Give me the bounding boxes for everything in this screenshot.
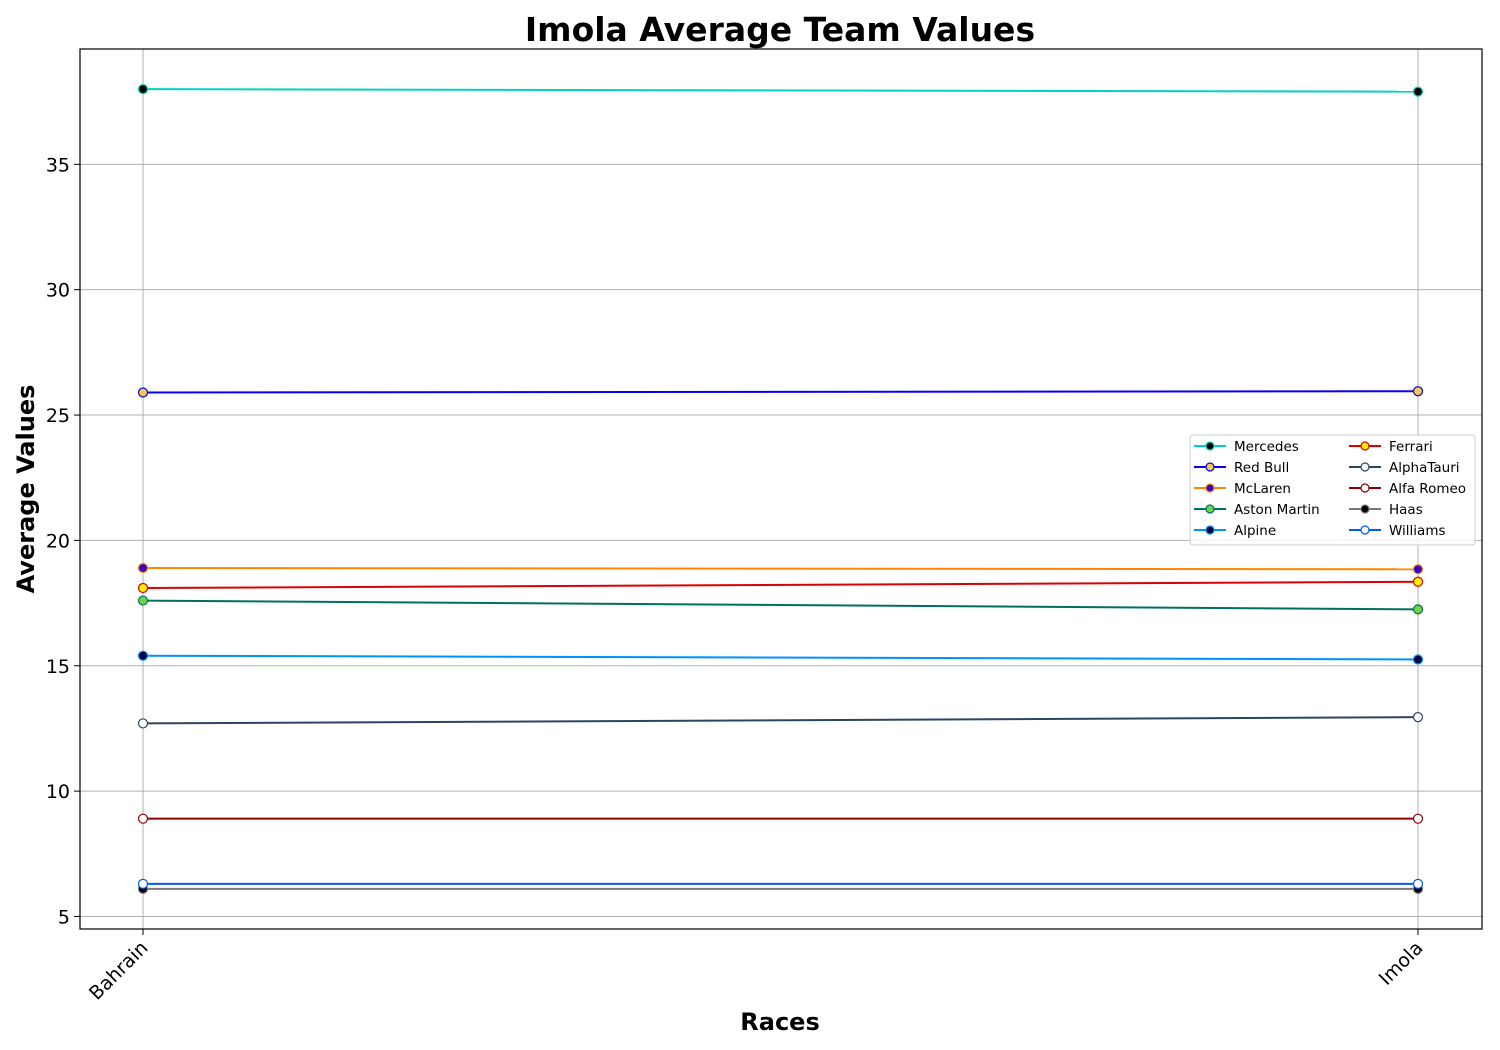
y-tick-label: 25 xyxy=(46,405,70,427)
data-point-alphatauri xyxy=(1412,712,1424,723)
y-axis-label: Average Values xyxy=(12,385,40,594)
y-tick-label: 10 xyxy=(46,781,70,803)
series-line-mclaren xyxy=(142,566,1419,571)
data-point-mercedes xyxy=(1412,86,1424,97)
data-point-williams xyxy=(1412,878,1424,889)
legend-marker-williams xyxy=(1360,525,1370,535)
series-markers xyxy=(137,84,1424,894)
legend-marker-mercedes xyxy=(1205,441,1215,451)
data-point-alphatauri xyxy=(137,718,149,729)
y-tick-label: 15 xyxy=(46,656,70,678)
series-line-ferrari xyxy=(142,580,1419,590)
data-point-alfa-romeo xyxy=(137,813,149,824)
series-line-alpine xyxy=(142,654,1419,661)
data-point-red-bull xyxy=(137,387,149,398)
series-line-aston-martin xyxy=(142,599,1419,611)
data-point-mercedes xyxy=(137,84,149,95)
legend-box xyxy=(1189,434,1476,546)
legend-marker-haas xyxy=(1360,504,1370,514)
data-point-mclaren xyxy=(1412,564,1424,575)
series-line-mercedes xyxy=(142,88,1419,93)
data-point-red-bull xyxy=(1412,386,1424,397)
series-line-red-bull xyxy=(142,390,1419,394)
legend-label-alpine: Alpine xyxy=(1234,523,1276,539)
series-lines xyxy=(142,88,1419,890)
legend-label-aston-martin: Aston Martin xyxy=(1234,502,1320,518)
data-point-mclaren xyxy=(137,562,149,574)
legend-marker-alfa-romeo xyxy=(1360,483,1370,493)
legend-marker-alphatauri xyxy=(1360,462,1370,472)
data-point-alpine xyxy=(137,650,149,661)
legend-marker-alpine xyxy=(1205,525,1215,535)
legend-marker-ferrari xyxy=(1360,441,1370,451)
legend-marker-aston-martin xyxy=(1205,504,1215,514)
plot-frame xyxy=(79,48,1483,930)
grid-lines xyxy=(80,49,1482,929)
legend-label-mercedes: Mercedes xyxy=(1234,439,1299,455)
series-line-alphatauri xyxy=(142,716,1419,725)
data-point-aston-martin xyxy=(1412,604,1424,615)
legend-label-williams: Williams xyxy=(1389,523,1446,539)
legend-marker-red-bull xyxy=(1205,462,1215,472)
data-point-ferrari xyxy=(1412,576,1424,587)
legend-label-red-bull: Red Bull xyxy=(1234,460,1289,476)
legend-label-ferrari: Ferrari xyxy=(1389,439,1433,455)
y-tick-label: 20 xyxy=(46,530,70,552)
y-tick-label: 35 xyxy=(46,154,70,176)
data-point-williams xyxy=(137,878,149,889)
data-point-ferrari xyxy=(137,582,149,594)
chart-title: Imola Average Team Values xyxy=(525,10,1035,49)
legend-label-alphatauri: AlphaTauri xyxy=(1389,460,1460,476)
legend-label-mclaren: McLaren xyxy=(1234,481,1291,497)
data-point-alpine xyxy=(1412,654,1424,665)
y-tick-label: 30 xyxy=(46,280,70,302)
legend-label-alfa-romeo: Alfa Romeo xyxy=(1389,481,1466,497)
legend-label-haas: Haas xyxy=(1389,502,1423,518)
y-axis-ticks: 5 10 15 20 25 30 35 xyxy=(46,154,80,928)
legend: Mercedes Red Bull McLaren Aston Martin Alpin… xyxy=(1189,434,1476,546)
data-point-aston-martin xyxy=(137,595,149,606)
y-tick-label: 5 xyxy=(58,906,70,928)
data-point-alfa-romeo xyxy=(1412,813,1424,824)
x-axis-label: Races xyxy=(740,1008,819,1036)
legend-marker-mclaren xyxy=(1205,483,1215,493)
